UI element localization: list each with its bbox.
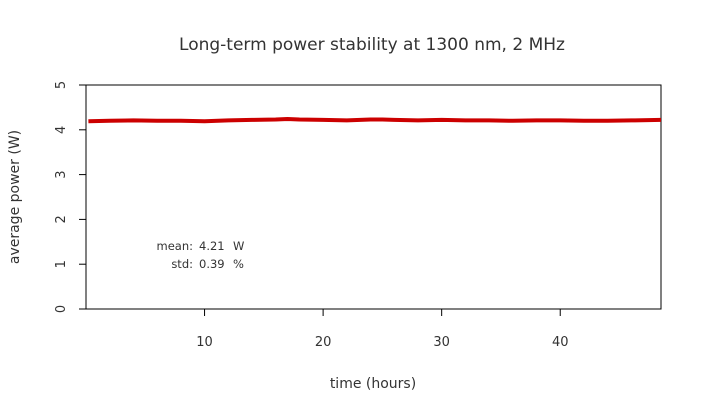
y-tick-label: 0 [54,305,69,313]
mean-label: mean: [157,239,194,253]
mean-value: 4.21 [199,239,225,253]
y-tick-label: 5 [54,81,69,89]
y-tick-label: 2 [54,215,69,223]
x-tick-label: 10 [196,335,213,350]
x-tick-label: 20 [315,335,332,350]
y-tick-label: 1 [54,260,69,268]
mean-unit: W [233,239,244,253]
x-axis-label: time (hours) [330,376,416,392]
std-unit: % [233,257,244,271]
x-axis: 10 20 30 40 [196,309,569,350]
stats-annotation: mean: 4.21 W std: 0.39 % [157,239,245,271]
x-tick-label: 30 [433,335,450,350]
x-tick-label: 40 [552,335,569,350]
std-value: 0.39 [199,257,225,271]
y-tick-label: 4 [54,126,69,134]
y-tick-label: 3 [54,170,69,178]
series-layer [88,117,662,124]
y-axis-label: average power (W) [7,130,23,264]
std-label: std: [171,257,193,271]
chart-title: Long-term power stability at 1300 nm, 2 … [179,35,565,55]
plot-frame [85,84,662,310]
y-axis: 0 1 2 3 4 5 [54,81,86,313]
series-line [88,117,662,124]
